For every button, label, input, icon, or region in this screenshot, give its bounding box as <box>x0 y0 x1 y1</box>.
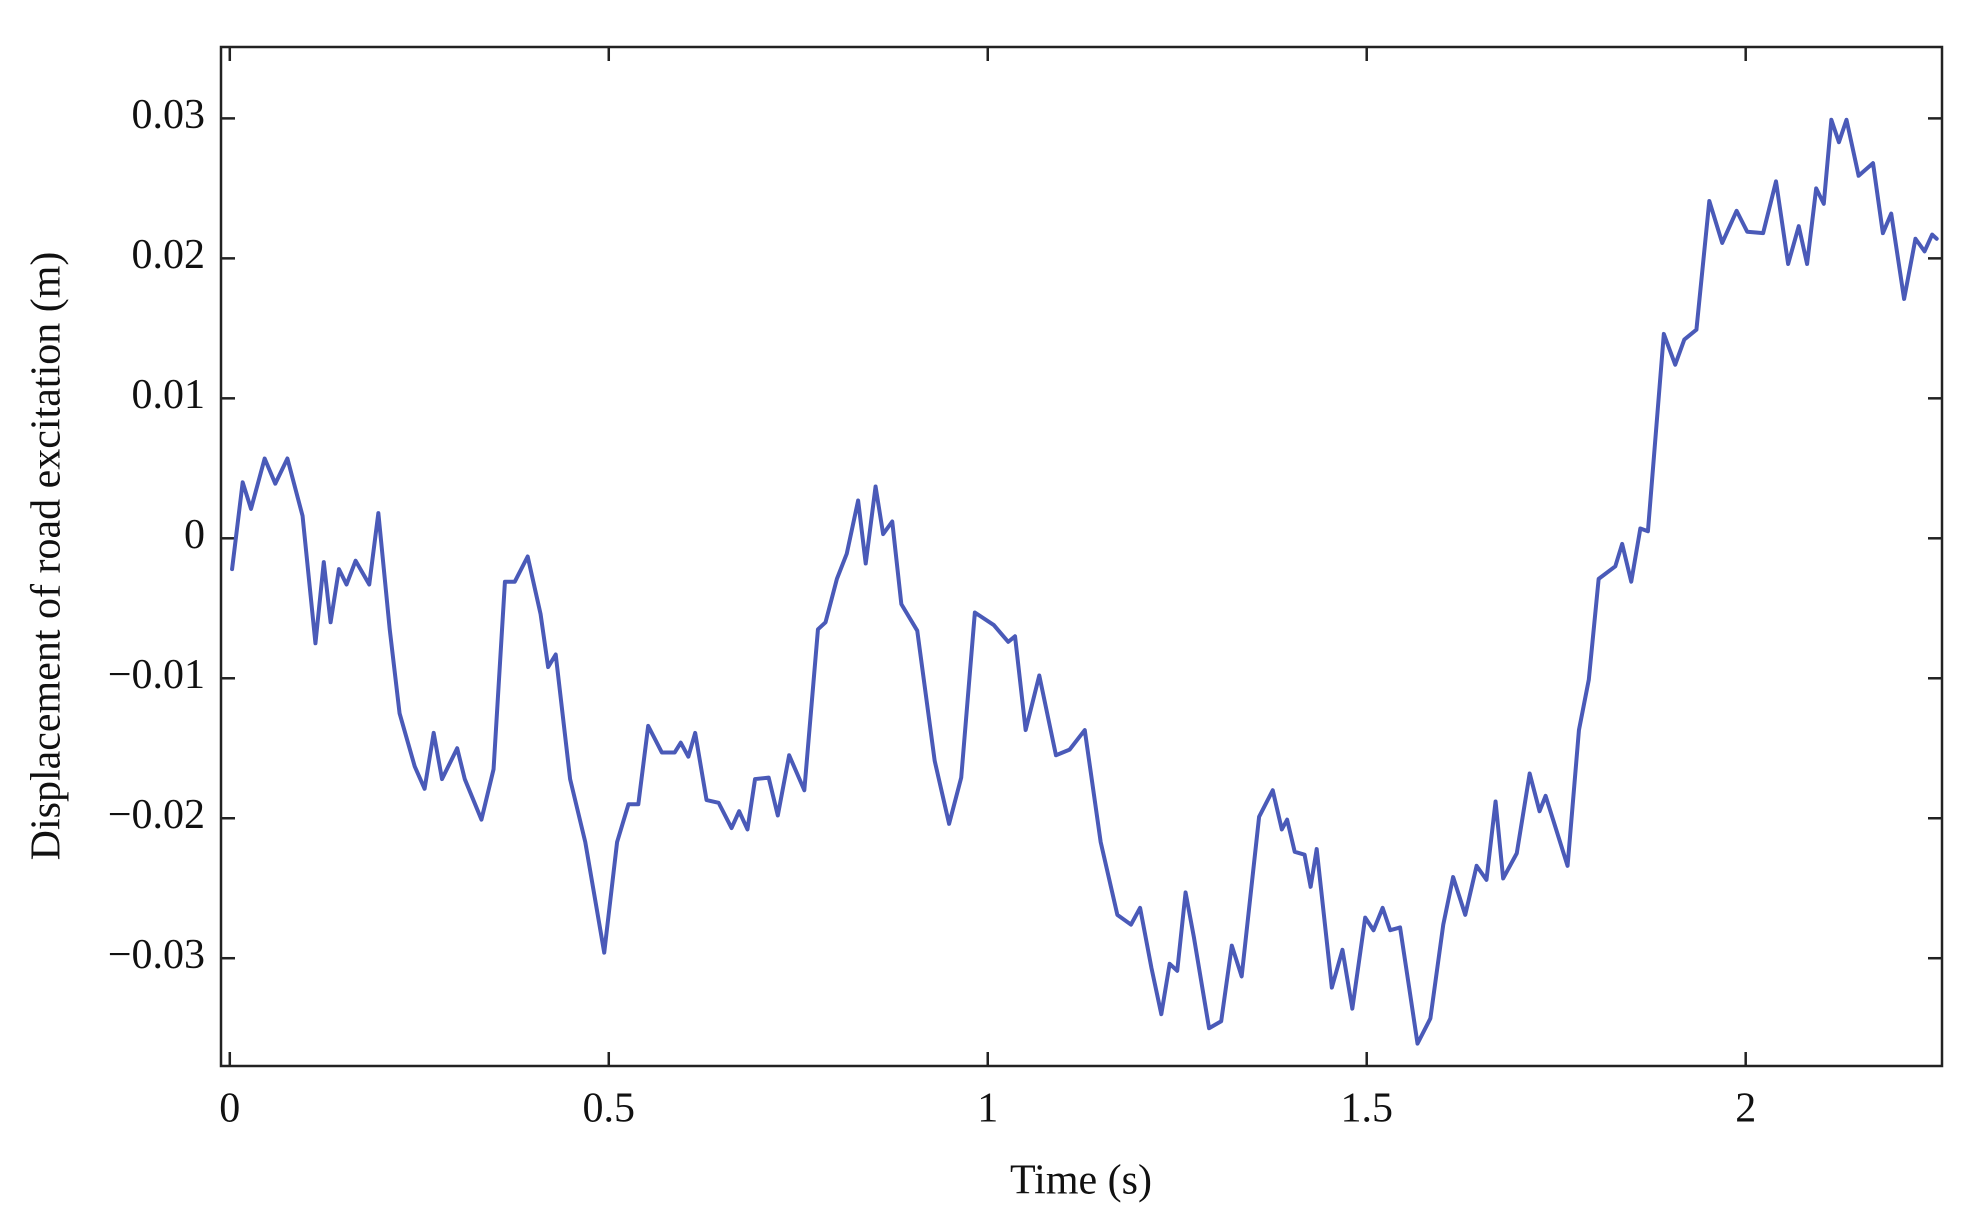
x-tick-label: 0.5 <box>583 1086 636 1132</box>
x-tick-label: 1.5 <box>1340 1086 1393 1132</box>
y-tick-label: −0.01 <box>108 652 205 698</box>
y-tick-label: −0.02 <box>108 792 205 838</box>
x-axis-label: Time (s) <box>1010 1158 1152 1204</box>
y-tick-label: 0 <box>184 512 205 558</box>
y-tick-label: 0.02 <box>132 232 206 278</box>
y-tick-label: 0.01 <box>132 372 206 418</box>
x-tick-label: 2 <box>1735 1086 1756 1132</box>
y-tick-label: 0.03 <box>132 92 206 138</box>
x-tick-label: 1 <box>977 1086 998 1132</box>
x-tick-label: 0 <box>219 1086 240 1132</box>
data-line <box>230 117 1939 1046</box>
y-axis-label: Displacement of road excitation (m) <box>24 252 70 861</box>
plot-frame <box>219 45 1944 1068</box>
y-tick-label: −0.03 <box>108 932 205 978</box>
